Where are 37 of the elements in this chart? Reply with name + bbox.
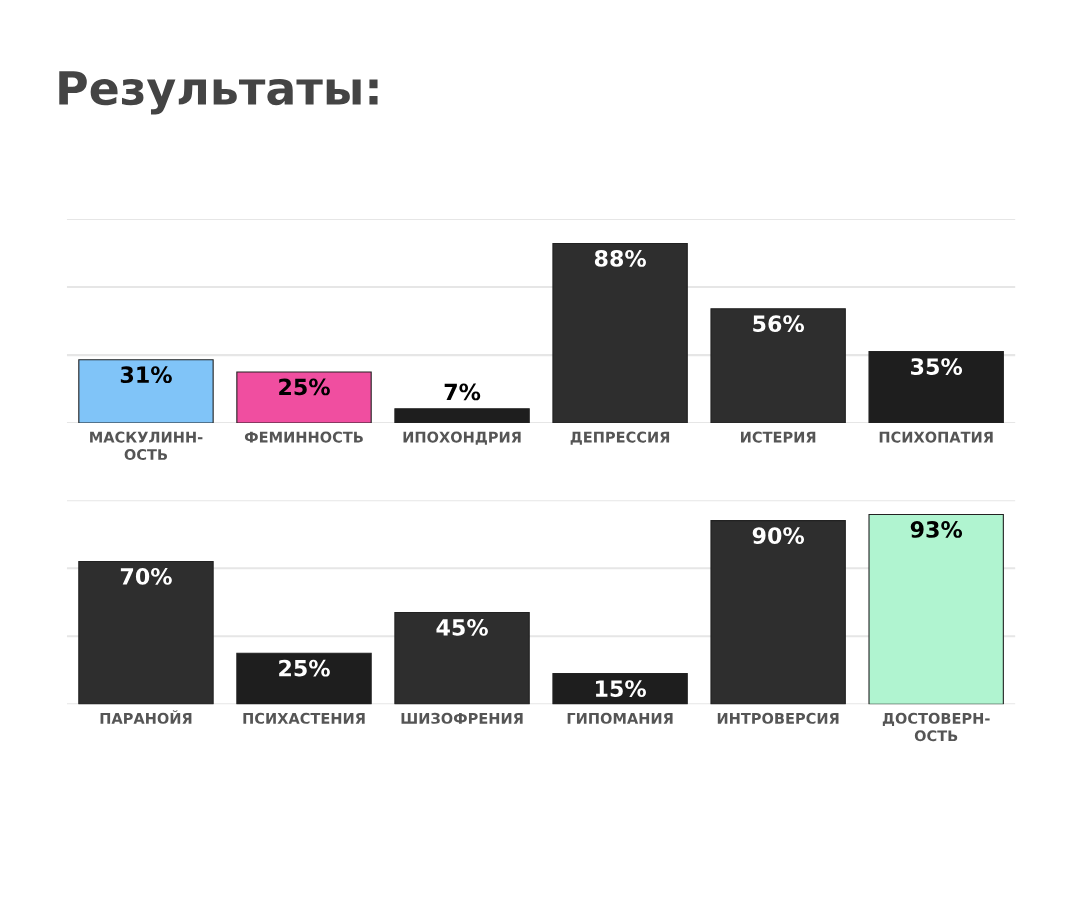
data-label: 15% (596, 680, 646, 697)
bar (710, 308, 846, 424)
bar (394, 408, 530, 424)
x-tick-label: ФЕМИННОСТЬ (244, 431, 363, 443)
bar (236, 652, 372, 705)
data-label: 7% (444, 383, 481, 401)
bar (236, 371, 372, 424)
bar (710, 520, 846, 705)
data-label: 70% (120, 567, 172, 585)
x-tick-label: МАСКУЛИНН- ОСТЬ (90, 431, 203, 461)
bar (78, 359, 214, 424)
x-tick-label: ИПОХОНДРИЯ (403, 431, 521, 445)
x-tick-label: ГИПОМАНИЯ (567, 712, 673, 724)
x-tick-label: ДОСТОВЕРН- ОСТЬ (882, 712, 990, 742)
x-tick-label: ИНТРОВЕРСИЯ (717, 712, 839, 724)
bar (394, 611, 530, 705)
x-tick-label: ПАРАНОЙЯ (100, 710, 192, 724)
x-tick-label: ШИЗОФРЕНИЯ (401, 712, 523, 724)
data-label: 88% (594, 250, 646, 267)
bar (868, 513, 1004, 705)
data-label: 31% (120, 366, 172, 384)
data-label: 90% (752, 527, 805, 544)
bar (78, 560, 214, 705)
data-label: 35% (911, 358, 963, 375)
bar (868, 351, 1004, 424)
x-tick-label: ПСИХОПАТИЯ (879, 431, 993, 443)
bar (552, 242, 688, 424)
x-tick-label: ДЕПРЕССИЯ (570, 431, 670, 445)
data-label: 25% (279, 378, 330, 396)
x-tick-label: ПСИХАСТЕНИЯ (243, 712, 365, 724)
data-label: 93% (910, 521, 963, 538)
x-tick-label: ИСТЕРИЯ (741, 431, 816, 443)
data-label: 56% (753, 315, 805, 333)
data-label: 25% (279, 659, 330, 677)
chart-title: Результаты: (59, 71, 378, 115)
bar (552, 673, 688, 705)
data-label: 45% (436, 618, 488, 636)
